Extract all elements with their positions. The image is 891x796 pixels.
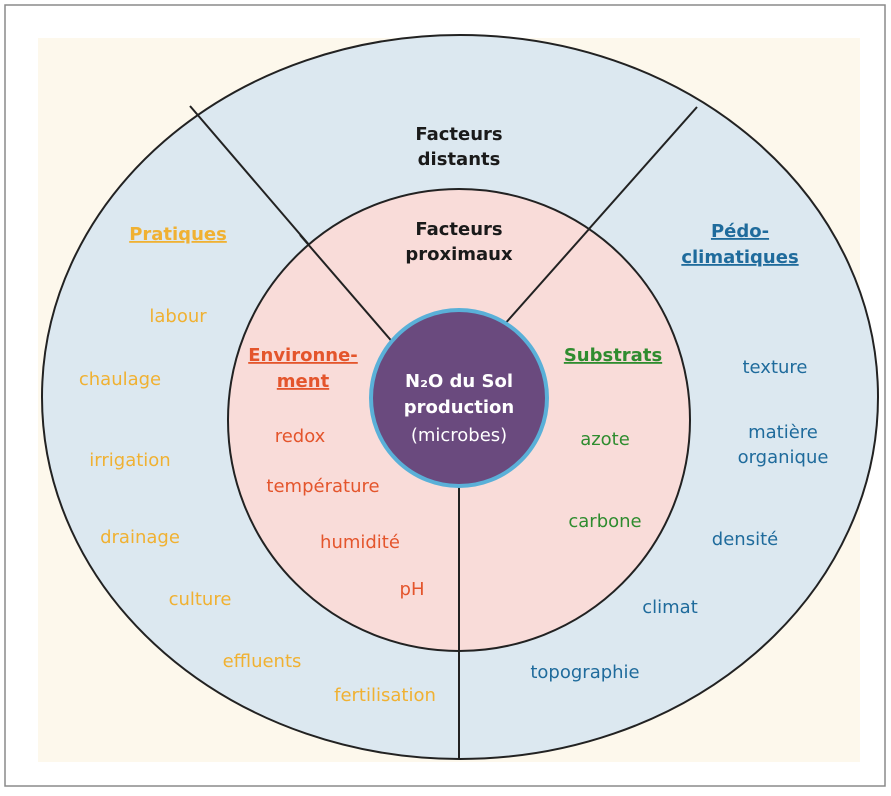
group-title: Environne- — [248, 345, 358, 366]
factor: topographie — [530, 662, 639, 683]
center-label: production — [404, 397, 514, 418]
factor: température — [266, 476, 379, 497]
factor: effluents — [223, 651, 302, 672]
divider — [299, 234, 396, 346]
factor: humidité — [320, 532, 400, 553]
factor: irrigation — [89, 450, 170, 471]
group-title: Substrats — [564, 345, 662, 366]
factor: fertilisation — [334, 685, 436, 706]
factor: carbone — [568, 511, 641, 532]
factor: densité — [712, 529, 778, 550]
factor: matière — [748, 422, 818, 443]
factor: climat — [642, 597, 698, 618]
factor: chaulage — [79, 369, 161, 390]
factor: azote — [580, 429, 630, 450]
group-title: climatiques — [681, 247, 798, 268]
group-title: ment — [277, 371, 330, 392]
factor: redox — [275, 426, 326, 447]
divider — [494, 227, 591, 336]
group-title: Pratiques — [129, 224, 227, 245]
factor: labour — [149, 306, 207, 327]
center-label: (microbes) — [411, 425, 507, 446]
factor: culture — [169, 589, 232, 610]
section-title: proximaux — [405, 244, 513, 265]
factor: drainage — [100, 527, 180, 548]
factor: texture — [742, 357, 807, 378]
section-title: distants — [418, 149, 501, 170]
section-title: Facteurs — [415, 124, 502, 145]
factor: pH — [400, 579, 425, 600]
section-title: Facteurs — [415, 219, 502, 240]
center-label: N₂O du Sol — [405, 371, 513, 392]
group-title: Pédo- — [711, 221, 769, 242]
center-circle — [369, 308, 549, 488]
factor: organique — [738, 447, 829, 468]
